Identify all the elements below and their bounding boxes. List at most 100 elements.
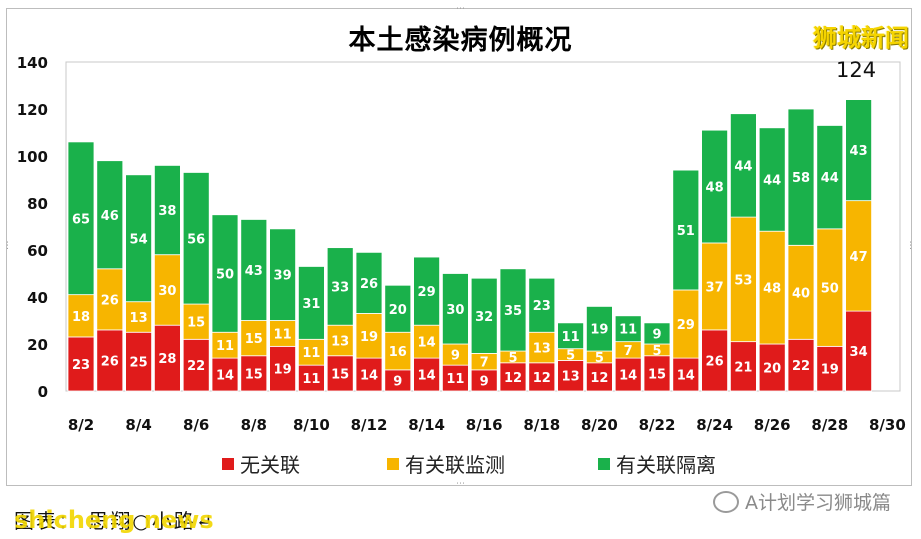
bar-segment — [614, 315, 642, 343]
wechat-account: A计划学习狮城篇 — [713, 488, 891, 515]
y-tick-label: 60 — [27, 242, 48, 260]
bar-segment — [240, 219, 268, 321]
data-label: 50 — [216, 268, 234, 283]
x-tick-label: 8/2 — [68, 416, 94, 434]
x-tick-label: 8/4 — [125, 416, 151, 434]
data-label: 28 — [158, 352, 176, 367]
data-label: 14 — [418, 369, 436, 384]
data-label: 19 — [274, 363, 292, 378]
legend-item-unlinked: 无关联 — [222, 449, 300, 478]
bar-segment — [96, 160, 124, 270]
legend-swatch-unlinked — [222, 457, 234, 470]
data-label: 5 — [508, 351, 517, 366]
data-label: 20 — [389, 303, 407, 318]
x-tick-label: 8/12 — [351, 416, 388, 434]
data-label: 51 — [677, 224, 695, 239]
bar-segment — [586, 362, 613, 392]
bar-segment — [182, 172, 210, 305]
bar-segment — [384, 331, 412, 371]
bar-segment — [672, 169, 700, 291]
data-label: 9 — [480, 374, 489, 389]
data-label: 44 — [763, 174, 781, 189]
x-tick-label: 8/26 — [754, 416, 791, 434]
bar-segment — [413, 357, 441, 392]
data-label: 14 — [677, 369, 695, 384]
bar-segment — [67, 141, 95, 296]
bar-segment — [499, 268, 527, 352]
wechat-account-label: A计划学习狮城篇 — [745, 492, 891, 514]
data-label: 40 — [792, 286, 810, 301]
bar-segment — [643, 355, 671, 392]
data-label: 15 — [187, 316, 205, 331]
resize-handle-right[interactable]: ⋮ — [906, 241, 915, 251]
bar-segment — [441, 364, 469, 392]
data-label: 25 — [130, 356, 148, 371]
x-tick-label: 8/24 — [696, 416, 733, 434]
y-tick-label: 140 — [17, 54, 48, 72]
bar-segment — [787, 108, 815, 246]
bar-segment — [326, 247, 354, 326]
data-label: 21 — [734, 360, 752, 375]
data-label: 20 — [763, 362, 781, 377]
data-label: 11 — [562, 330, 580, 345]
bar-segment — [730, 216, 757, 343]
y-tick-label: 100 — [17, 148, 48, 166]
bar-segment — [758, 230, 786, 345]
data-label: 26 — [360, 277, 378, 292]
data-label: 13 — [562, 370, 580, 385]
data-label: 30 — [158, 284, 176, 299]
bar-segment — [816, 228, 844, 347]
data-label: 46 — [101, 209, 119, 224]
x-tick-label: 8/16 — [466, 416, 503, 434]
data-label: 11 — [274, 327, 292, 342]
data-label: 18 — [72, 310, 90, 325]
resize-handle-left[interactable]: ⋮ — [3, 241, 12, 251]
data-label: 29 — [677, 318, 695, 333]
data-label: 26 — [706, 354, 724, 369]
bar-segment — [269, 228, 297, 321]
x-tick-label: 8/18 — [523, 416, 560, 434]
y-tick-label: 120 — [17, 101, 48, 119]
data-label: 35 — [504, 304, 522, 319]
data-label: 44 — [821, 171, 839, 186]
bar-segment — [269, 345, 297, 392]
data-label: 15 — [245, 332, 263, 347]
data-label: 58 — [792, 171, 810, 186]
wechat-icon — [713, 490, 739, 513]
data-label: 32 — [475, 310, 493, 325]
data-label: 15 — [245, 367, 263, 382]
data-label: 14 — [619, 369, 637, 384]
data-label: 9 — [393, 374, 402, 389]
bar-segment — [528, 331, 556, 364]
bar-segment — [643, 322, 671, 345]
bar-segment — [816, 125, 844, 230]
bar-segment — [470, 277, 498, 354]
data-label: 43 — [245, 264, 263, 279]
data-label: 54 — [130, 232, 148, 247]
bar-segment — [672, 289, 700, 359]
data-label: 30 — [446, 303, 464, 318]
bar-segment — [845, 99, 872, 202]
bar-segment — [240, 355, 268, 392]
data-label: 26 — [101, 293, 119, 308]
data-label: 31 — [302, 297, 320, 312]
bar-segment — [586, 305, 613, 352]
legend-swatch-surveillance — [387, 457, 399, 470]
resize-handle-bottom[interactable]: ⋯ — [456, 479, 465, 489]
bar-segment — [730, 113, 757, 218]
bar-segment — [326, 355, 354, 392]
watermark-top: 狮城新闻 — [813, 24, 909, 52]
data-label: 65 — [72, 212, 90, 227]
data-label: 7 — [480, 356, 489, 371]
bar-segment — [355, 251, 383, 314]
resize-handle-top[interactable]: ⋯ — [456, 4, 465, 14]
bar-segment — [240, 320, 268, 357]
data-label: 5 — [595, 351, 604, 366]
data-label: 26 — [101, 354, 119, 369]
data-label: 12 — [533, 371, 551, 386]
legend-label-surveillance: 有关联监测 — [405, 453, 505, 477]
data-label: 15 — [331, 367, 349, 382]
y-tick-label: 20 — [27, 336, 48, 354]
data-label: 22 — [187, 359, 205, 374]
legend-label-quarantine: 有关联隔离 — [616, 453, 716, 477]
